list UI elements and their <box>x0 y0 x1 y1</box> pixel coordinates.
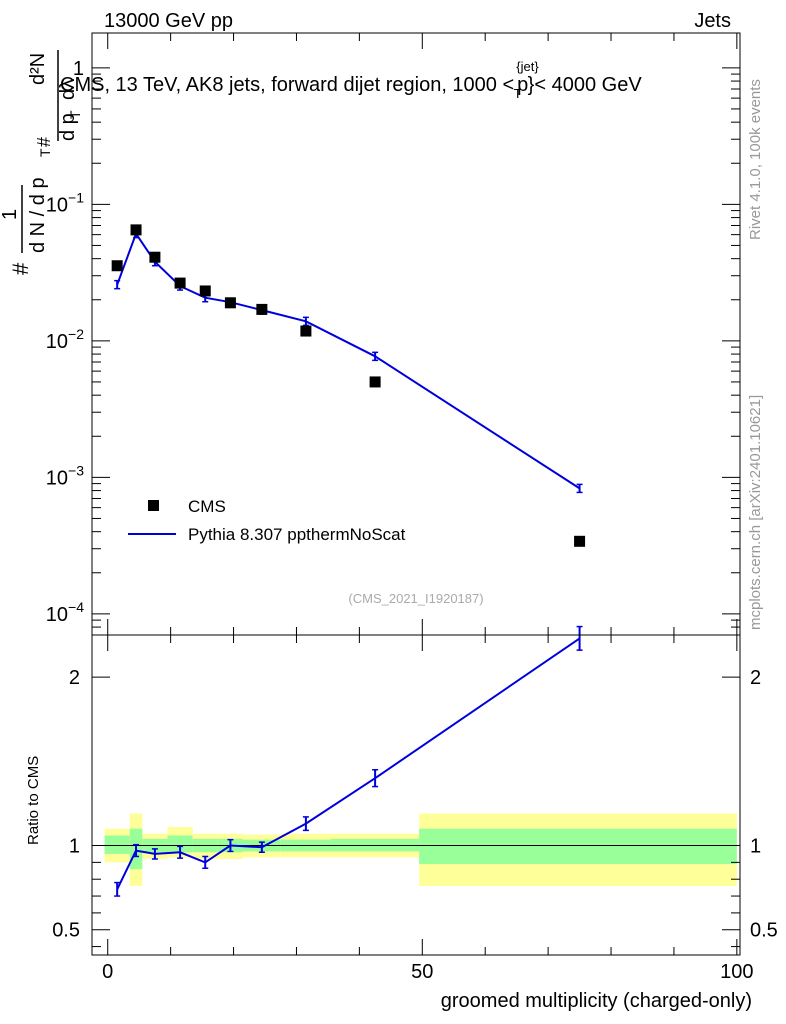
title-prefix: CMS, 13 TeV, AK8 jets, forward dijet reg… <box>60 74 514 96</box>
legend-pythia: Pythia 8.307 ppthermNoScat <box>128 525 406 544</box>
main-ytick-exp: −3 <box>68 462 84 478</box>
ratio-ticks <box>92 635 740 955</box>
ratio-band-inner <box>419 828 737 865</box>
mcplots-label: mcplots.cern.ch [arXiv:2401.10621] <box>747 395 764 630</box>
ratio-ytick-label-right: 1 <box>750 836 761 858</box>
ratio-band-inner <box>104 835 130 854</box>
ratio-ytick-label-left: 2 <box>69 667 80 689</box>
main-ytick-base: 10 <box>46 194 68 216</box>
ratio-x-tick-labels: 0 50 100 <box>102 961 753 983</box>
legend-cms-marker <box>148 500 159 511</box>
ratio-frame <box>91 634 741 956</box>
ratio-y-tick-labels: 0.5 0.5 1 1 2 2 <box>52 667 778 942</box>
cms-point <box>130 224 142 236</box>
rivet-label: Rivet 4.1.0, 100k events <box>747 79 764 240</box>
header-right: Jets <box>694 10 731 32</box>
main-ytick-label: 10−1 <box>46 189 84 216</box>
main-cms-series <box>111 224 586 547</box>
ratio-ytick-label-left: 1 <box>69 836 80 858</box>
cms-point <box>199 285 211 297</box>
cms-point <box>149 251 161 263</box>
ratio-pythia-series <box>114 625 583 897</box>
title-sub: T <box>514 86 522 101</box>
ylabel-hash2: # <box>34 137 54 147</box>
cms-point <box>111 260 123 272</box>
main-ytick-exp: −2 <box>68 326 84 342</box>
main-title: CMS, 13 TeV, AK8 jets, forward dijet reg… <box>60 59 642 101</box>
ratio-band-inner <box>167 835 193 853</box>
main-ytick-label: 10−2 <box>46 326 84 353</box>
ratio-xtick-label: 0 <box>102 961 113 983</box>
cms-point <box>224 297 236 309</box>
legend-pythia-label: Pythia 8.307 ppthermNoScat <box>188 525 406 544</box>
title-sup: {jet} <box>516 59 539 74</box>
main-ylabel: # 1 d N / d p T # d p T dλ d²N <box>0 50 83 275</box>
main-ytick-label: 10−4 <box>46 599 84 626</box>
ylabel-dpt: d p <box>57 113 79 141</box>
main-ytick-exp: −4 <box>68 599 84 615</box>
cms-point <box>174 277 186 289</box>
title-sym: p <box>517 74 528 96</box>
ylabel-d2n: d²N <box>27 53 49 85</box>
ratio-ytick-label-left: 0.5 <box>52 920 80 942</box>
header-left: 13000 GeV pp <box>104 10 233 32</box>
cms-point <box>300 325 312 337</box>
ylabel-hash1: # <box>8 262 33 275</box>
main-ytick-label: 10−3 <box>46 462 84 489</box>
cms-point <box>369 376 381 388</box>
ratio-panel: 0.5 0.5 1 1 2 2 0 50 100 Ratio to CMS groomed m… <box>25 625 778 1012</box>
title-suffix: }< 4000 GeV <box>528 74 643 96</box>
main-ytick-base: 10 <box>46 467 68 489</box>
ratio-xtick-label: 100 <box>720 961 753 983</box>
legend: CMS Pythia 8.307 ppthermNoScat <box>128 497 406 544</box>
main-ticks <box>92 33 740 636</box>
ylabel-denom-sub: T <box>37 148 53 157</box>
ratio-ytick-label-right: 2 <box>750 667 761 689</box>
ratio-xtick-label: 50 <box>411 961 433 983</box>
ratio-pythia-line <box>116 637 581 890</box>
ratio-xlabel: groomed multiplicity (charged-only) <box>441 990 752 1012</box>
ylabel-dlambda: dλ <box>57 79 79 100</box>
cms-point <box>574 535 586 547</box>
main-ytick-exp: −1 <box>68 189 84 205</box>
cms-point <box>256 303 268 315</box>
main-ytick-label: 1 <box>73 58 84 80</box>
ratio-bands <box>104 813 737 886</box>
legend-cms: CMS <box>148 497 226 516</box>
ratio-ylabel: Ratio to CMS <box>25 756 42 845</box>
pythia-line <box>116 231 581 490</box>
main-ytick-base: 1 <box>73 58 84 80</box>
legend-cms-label: CMS <box>188 497 226 516</box>
ylabel-one: 1 <box>0 209 21 220</box>
main-ytick-base: 10 <box>46 331 68 353</box>
ratio-ytick-label-right: 0.5 <box>750 920 778 942</box>
watermark: (CMS_2021_I1920187) <box>348 591 483 606</box>
ylabel-denom: d N / d p <box>27 177 49 253</box>
main-y-tick-labels: 10−410−310−210−11 <box>46 58 84 626</box>
main-ytick-base: 10 <box>46 604 68 626</box>
ylabel-dpt-sub: T <box>67 110 83 119</box>
